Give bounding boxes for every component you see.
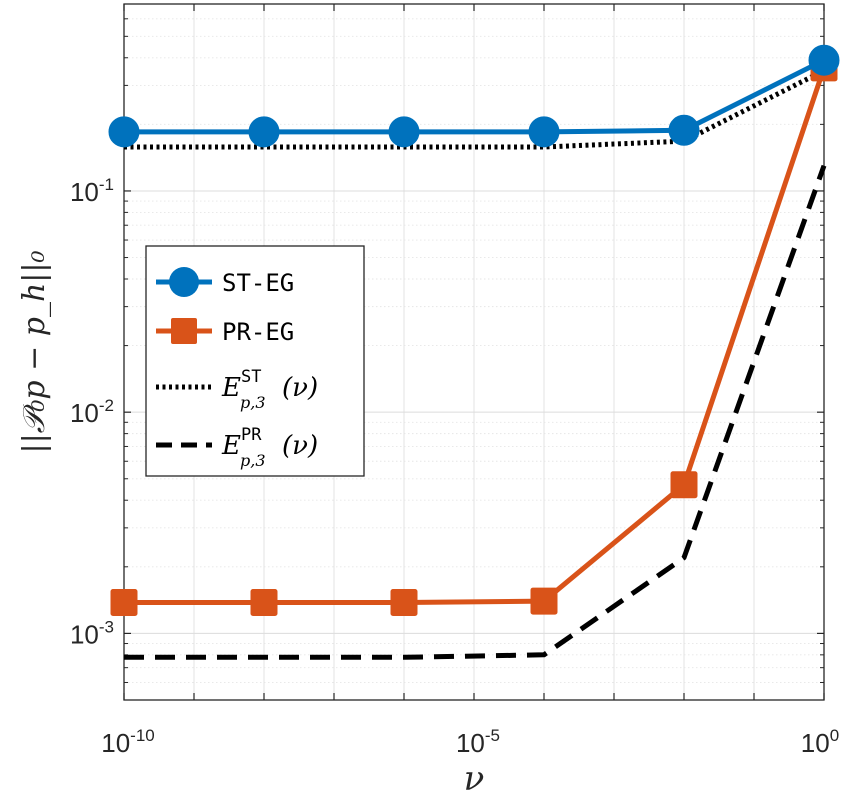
series-e-pr bbox=[124, 164, 827, 660]
x-tick-label: 10-5 bbox=[456, 726, 500, 758]
legend-entry: ST-EG bbox=[156, 267, 294, 297]
legend-label: PR-EG bbox=[222, 318, 294, 346]
data-point-marker bbox=[528, 116, 560, 148]
series-layer bbox=[108, 44, 840, 660]
data-point-marker bbox=[108, 116, 140, 148]
y-tick-label: 10-1 bbox=[70, 175, 114, 207]
data-point-marker bbox=[390, 588, 418, 616]
legend-marker bbox=[169, 267, 199, 297]
x-axis-label: ν bbox=[464, 759, 485, 799]
legend: ST-EG PR-EG EST p,3 (ν) EPR p,3 (ν) bbox=[145, 245, 365, 477]
y-tick-label: 10-2 bbox=[70, 396, 114, 428]
x-tick-label: 100 bbox=[801, 726, 839, 758]
data-point-marker bbox=[388, 116, 420, 148]
y-axis-label: ||𝒫₀p − p_h||₀ bbox=[17, 250, 52, 453]
series-e-st bbox=[124, 68, 826, 150]
data-point-marker bbox=[808, 44, 840, 76]
legend-label: ST-EG bbox=[222, 269, 294, 297]
data-point-marker bbox=[670, 471, 698, 499]
legend-label: EST p,3 (ν) bbox=[221, 367, 318, 412]
data-point-marker bbox=[530, 587, 558, 615]
legend-label: EPR p,3 (ν) bbox=[221, 425, 318, 470]
y-tick-label: 10-3 bbox=[70, 617, 114, 649]
legend-entry: PR-EG bbox=[156, 318, 294, 346]
data-point-marker bbox=[248, 116, 280, 148]
data-point-marker bbox=[668, 114, 700, 146]
legend-entry: EST p,3 (ν) bbox=[156, 367, 318, 412]
series-line bbox=[124, 67, 827, 605]
data-point-marker bbox=[110, 588, 138, 616]
data-point-marker bbox=[250, 588, 278, 616]
series-line bbox=[124, 164, 827, 660]
series-line bbox=[124, 57, 826, 135]
legend-marker bbox=[171, 318, 197, 344]
series-st-eg bbox=[108, 44, 840, 148]
tick-labels: 10-10 10-5 100 10-3 10-2 10-1 bbox=[70, 175, 839, 758]
x-tick-label: 10-10 bbox=[101, 726, 155, 758]
series-line bbox=[124, 68, 826, 150]
legend-entry: EPR p,3 (ν) bbox=[156, 425, 318, 470]
